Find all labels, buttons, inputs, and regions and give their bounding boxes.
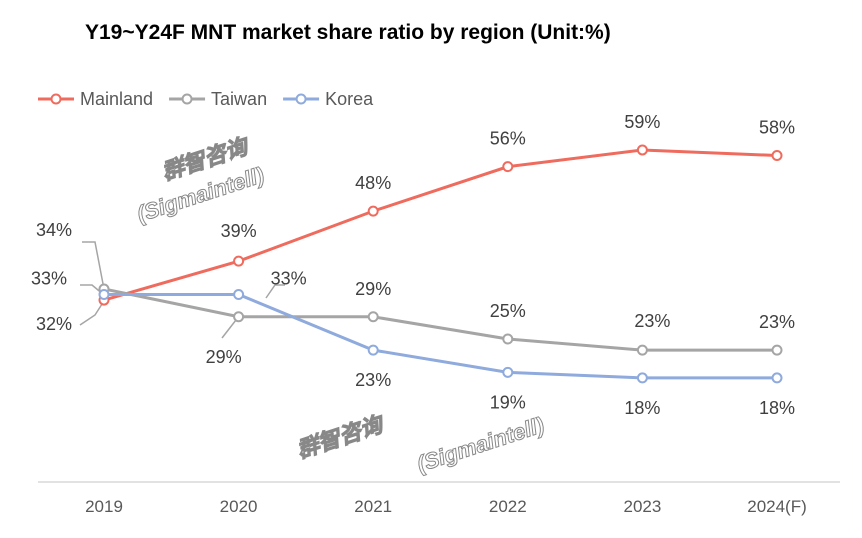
chart-title: Y19~Y24F MNT market share ratio by regio… [85,21,611,44]
data-point [502,161,514,173]
legend-marker [181,93,193,105]
data-label: 18% [624,398,660,418]
data-label: 29% [355,279,391,299]
legend-label-korea: Korea [325,89,374,109]
legend-label-taiwan: Taiwan [211,89,267,109]
data-point [367,311,379,323]
data-point [502,333,514,345]
data-point [98,289,110,301]
series-line-korea [104,293,777,380]
x-tick-label: 2024(F) [747,497,807,516]
data-point [636,372,648,384]
data-point [771,372,783,384]
data-point [233,255,245,267]
data-label: 56% [490,129,526,149]
leader-line [79,300,105,326]
data-point [367,344,379,356]
legend-label-mainland: Mainland [80,89,153,109]
series-line-taiwan [103,287,777,352]
x-tick-label: 2023 [623,497,661,516]
watermark: 群智咨询 (Sigmaintell) 群智咨询 (Sigmaintell) [133,132,547,477]
series-line-mainland [103,148,778,302]
data-label: 34% [36,220,72,240]
data-point [367,205,379,217]
x-tick-label: 2021 [354,497,392,516]
data-label: 59% [624,112,660,132]
data-point [502,366,514,378]
data-point [233,311,245,323]
data-point [636,144,648,156]
data-label: 48% [355,173,391,193]
data-label: 33% [31,269,67,289]
data-label: 58% [759,118,795,138]
watermark-en-2: (Sigmaintell) [414,412,547,477]
leader-line [221,319,237,339]
data-label: 23% [634,311,670,331]
legend-marker [295,93,307,105]
data-point [771,344,783,356]
legend-marker [50,93,62,105]
data-label: 23% [355,370,391,390]
data-point [233,289,245,301]
x-tick-label: 2019 [85,497,123,516]
watermark-cn-2: 群智咨询 [294,411,389,463]
data-label: 18% [759,398,795,418]
data-point [636,344,648,356]
data-label: 33% [271,269,307,289]
data-label: 23% [759,312,795,332]
leader-line [82,241,105,290]
data-label: 25% [490,301,526,321]
leader-line [265,284,285,299]
legend: Mainland Taiwan Korea [38,89,374,109]
x-tick-label: 2022 [489,497,527,516]
data-label: 19% [490,392,526,412]
data-point [771,150,783,162]
data-label: 39% [221,221,257,241]
data-label: 32% [36,314,72,334]
x-tick-label: 2020 [220,497,258,516]
data-label: 29% [206,347,242,367]
